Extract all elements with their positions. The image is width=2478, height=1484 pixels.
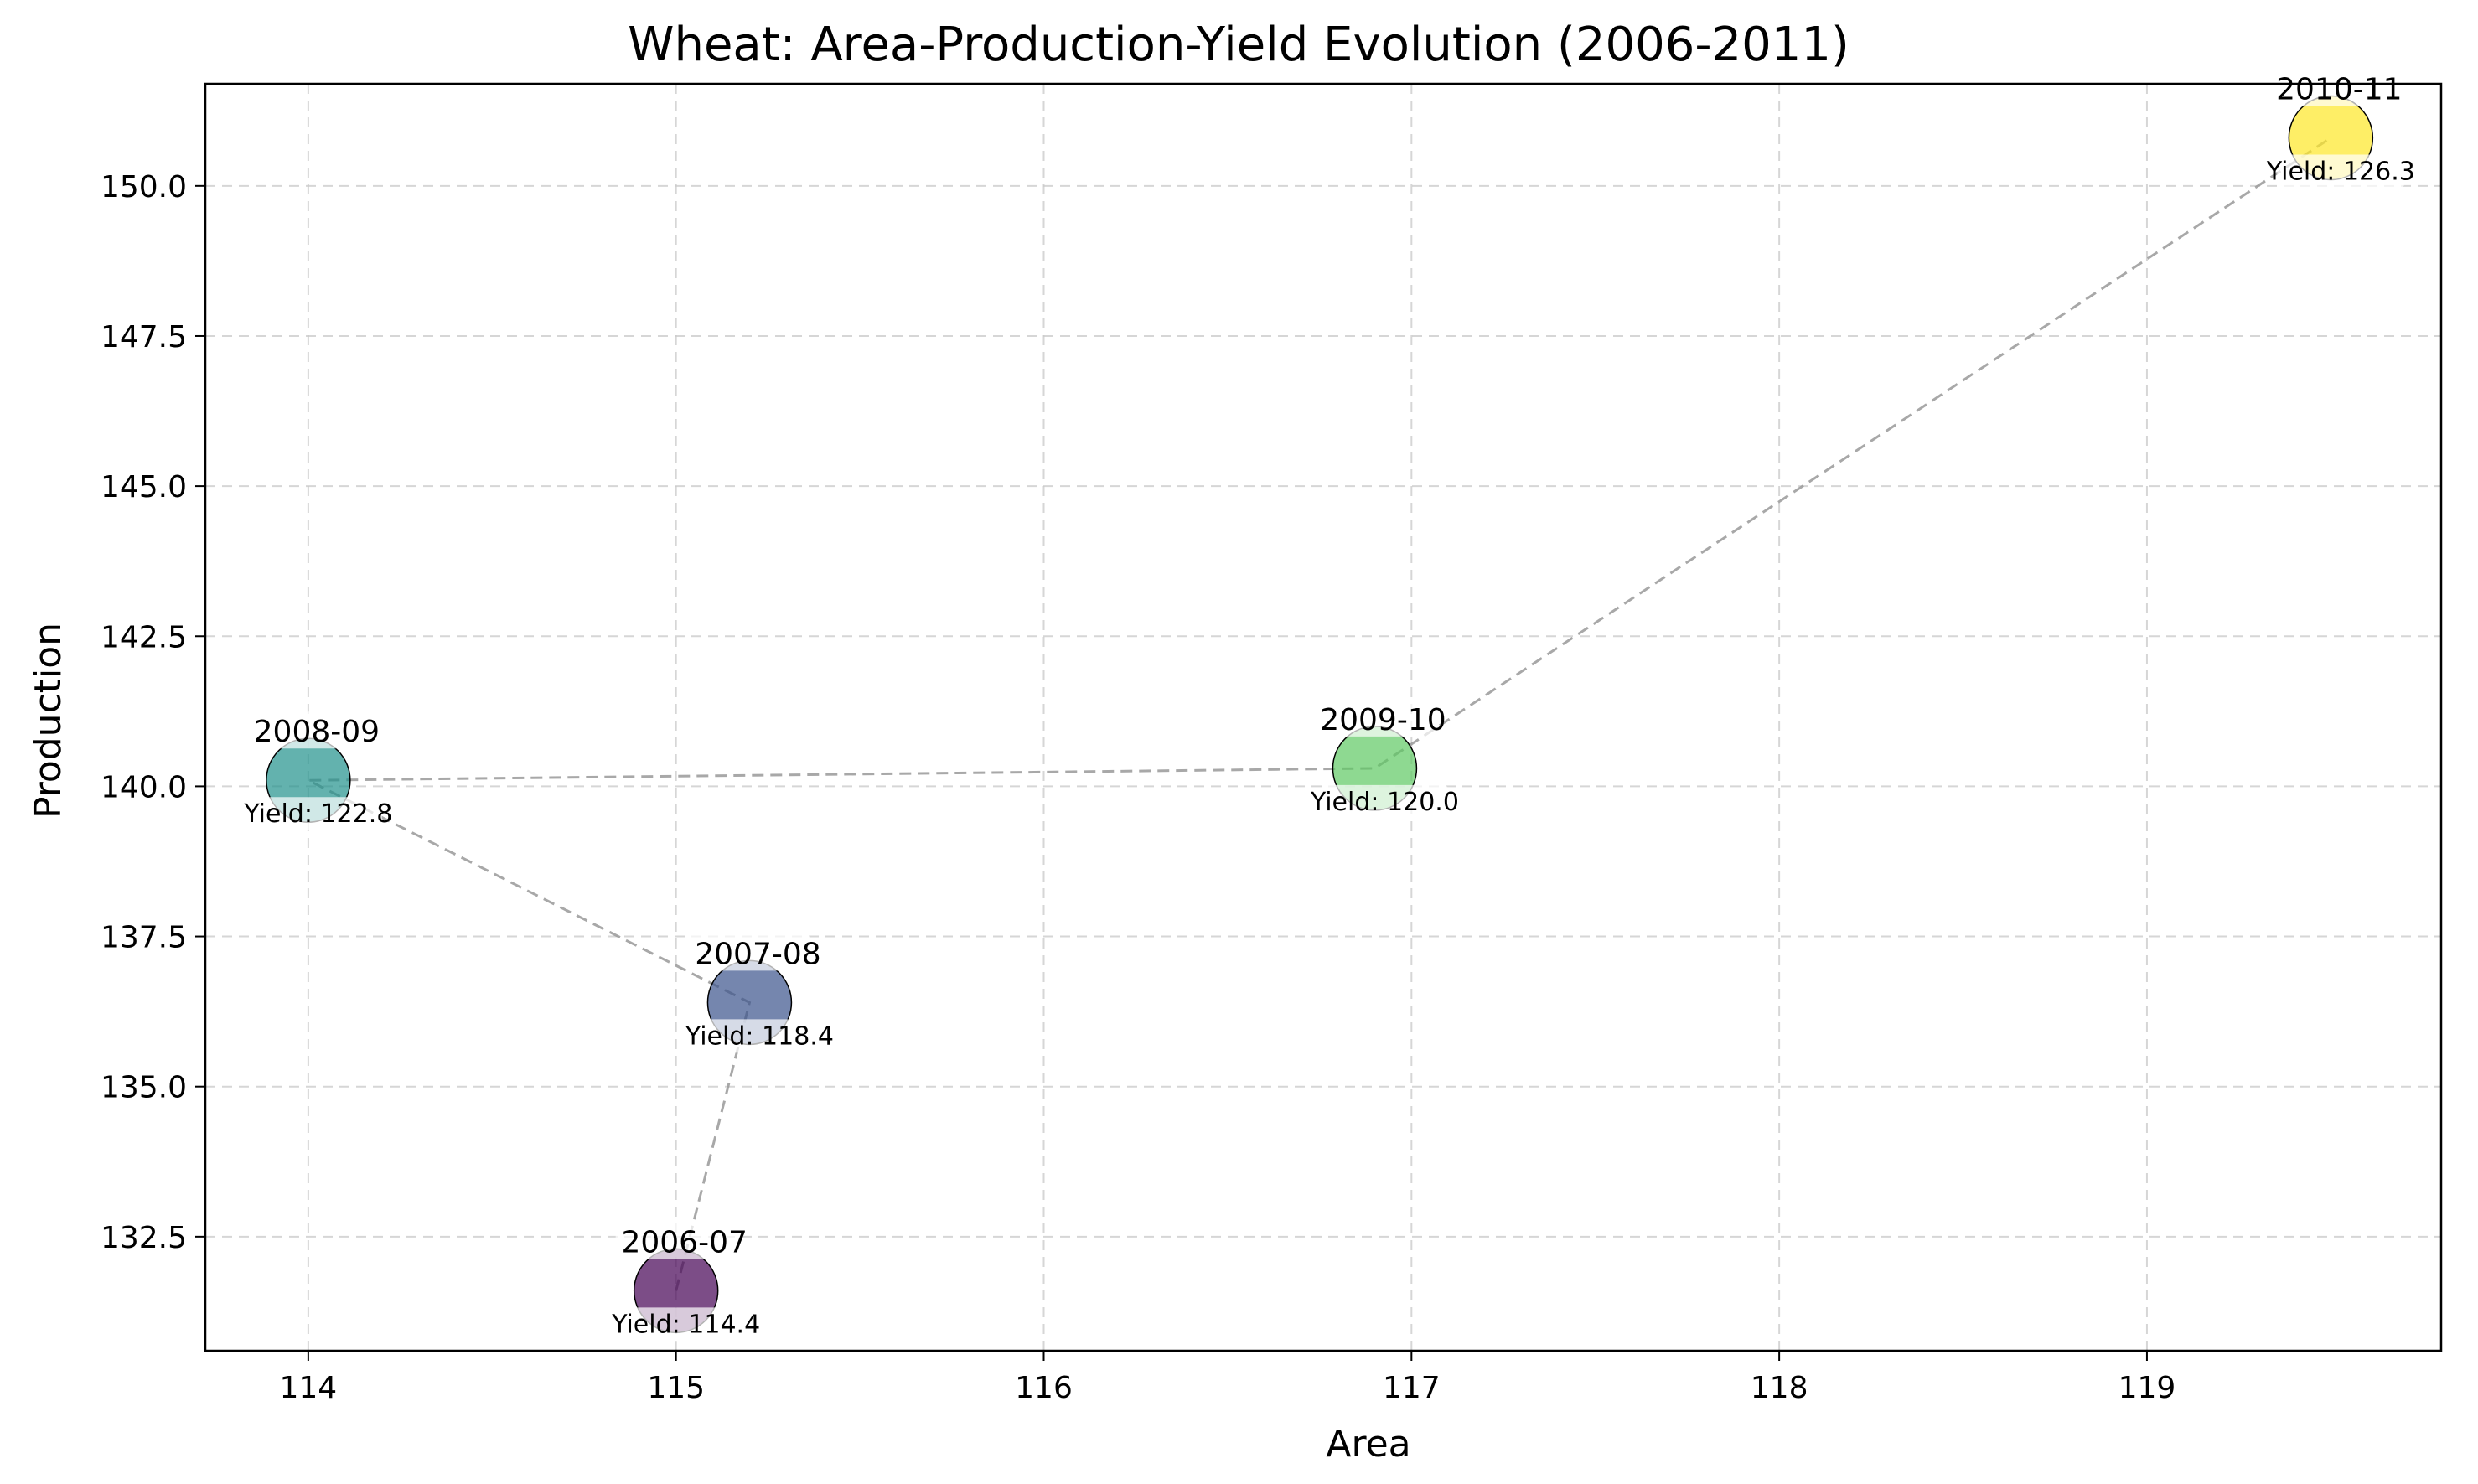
point-label: 2010-11 [2276,72,2402,106]
x-tick-label: 118 [1751,1371,1808,1405]
yield-label-background [2277,154,2405,189]
x-tick-label: 119 [2118,1371,2176,1405]
y-axis-label: Production [27,623,70,819]
y-tick-label: 137.5 [101,921,187,955]
x-tick-label: 114 [280,1371,338,1405]
yield-label-background [1321,784,1449,819]
chart-title: Wheat: Area-Production-Yield Evolution (… [628,18,1849,72]
point-label-background [247,711,369,749]
yield-label: Yield: 122.8 [243,799,392,829]
x-tick-label: 116 [1015,1371,1073,1405]
x-tick-label: 117 [1383,1371,1441,1405]
yield-label-background [696,1019,824,1053]
point-label-background [2270,69,2392,106]
x-axis-ticks: 114 115 116 117 118 119 [280,1351,2176,1405]
trajectory-line [308,137,2332,1291]
x-tick-label: 115 [647,1371,705,1405]
connector-line [308,137,2332,1291]
yield-label: Yield: 114.4 [611,1310,760,1339]
y-tick-label: 142.5 [101,620,187,654]
plot-frame [204,82,2443,1352]
y-axis-ticks: 132.5 135.0 137.5 140.0 142.5 145.0 147.5 150.0 [101,170,205,1255]
point-label: 2006-07 [621,1225,747,1259]
yield-label: Yield: 118.4 [685,1021,834,1051]
grid [205,84,2441,1351]
x-axis-label: Area [1326,1423,1410,1466]
y-tick-label: 140.0 [101,770,187,804]
point-label-background [615,1222,737,1259]
yield-label-background [254,797,382,831]
y-tick-label: 145.0 [101,470,187,504]
point-label-background [689,933,810,971]
yield-label-background [622,1307,750,1342]
point-label: 2008-09 [254,715,380,749]
point-label-background [1314,699,1436,737]
y-tick-label: 150.0 [101,170,187,204]
y-tick-label: 132.5 [101,1221,187,1255]
y-tick-label: 147.5 [101,320,187,354]
point-labels: 2006-07 Yield: 114.4 2007-08 Yield: 118.4 20… [243,69,2415,1342]
yield-label: Yield: 126.3 [2266,157,2415,186]
yield-label: Yield: 120.0 [1310,788,1459,817]
point-label: 2009-10 [1320,703,1446,737]
y-tick-label: 135.0 [101,1071,187,1105]
point-label: 2007-08 [695,937,820,971]
